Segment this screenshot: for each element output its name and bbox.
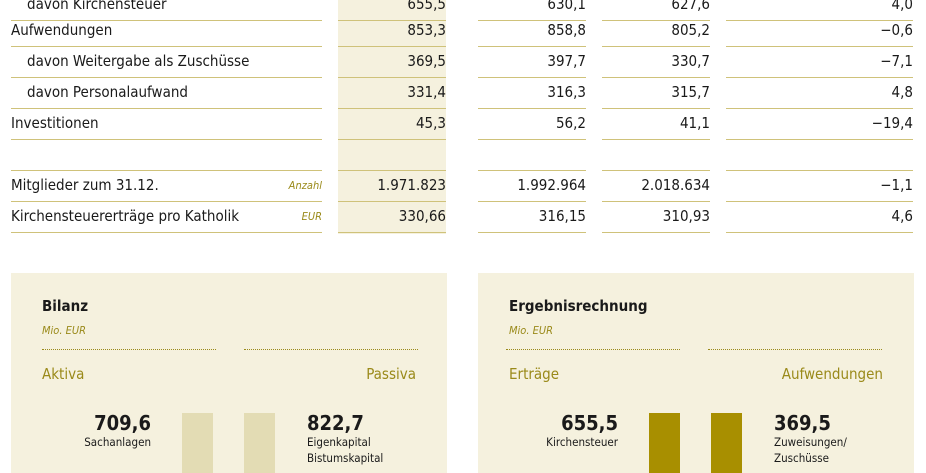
table-row-label: [11, 140, 322, 171]
ergebnis-title: Ergebnisrechnung: [509, 297, 648, 315]
table-cell-v3: 310,93: [602, 202, 710, 233]
ergebnis-divider-right: [708, 349, 882, 350]
table-cell-v2: 858,8: [478, 16, 586, 47]
table-cell-v1: 853,3: [338, 16, 446, 47]
ergebnis-right-value: 369,5: [774, 411, 831, 435]
bilanz-right-bar: [244, 413, 275, 473]
table-cell-v4: 4,6: [726, 202, 913, 233]
table-cell-v3: 330,7: [602, 47, 710, 78]
row-label-text: davon Personalaufwand: [27, 83, 188, 101]
table-row-label: Mitglieder zum 31.12. Anzahl: [11, 171, 322, 202]
table-cell-v4: −19,4: [726, 109, 913, 140]
table-cell-v3: 2.018.634: [602, 171, 710, 202]
bilanz-right-caption-line2: Bistumskapital: [307, 451, 384, 465]
ergebnis-left-value: 655,5: [561, 411, 618, 435]
highlight-column: [338, 0, 446, 234]
table-cell-v3: 627,6: [602, 0, 710, 21]
table-row-label: Investitionen: [11, 109, 322, 140]
table-cell-v2: 397,7: [478, 47, 586, 78]
row-label-text: Investitionen: [11, 114, 99, 132]
table-cell-v4: 4,0: [726, 0, 913, 21]
table-cell-v2: 316,3: [478, 78, 586, 109]
table-cell-v3: 315,7: [602, 78, 710, 109]
table-cell-v2: 316,15: [478, 202, 586, 233]
table-row-label: Aufwendungen: [11, 16, 322, 47]
table-cell-v4: −0,6: [726, 16, 913, 47]
table-cell-v4: [726, 140, 913, 171]
table-cell-v4: −7,1: [726, 47, 913, 78]
table-row-label: Kirchensteuererträge pro Katholik EUR: [11, 202, 322, 233]
bilanz-unit: Mio. EUR: [42, 324, 86, 337]
table-cell-v2: 1.992.964: [478, 171, 586, 202]
row-label-text: davon Kirchensteuer: [27, 0, 167, 13]
table-cell-v2: [478, 140, 586, 171]
table-cell-v4: −1,1: [726, 171, 913, 202]
bilanz-right-caption-line1: Eigenkapital: [307, 435, 371, 449]
ergebnis-right-bar: [711, 413, 742, 473]
ergebnis-panel: Ergebnisrechnung Mio. EUR Erträge Aufwen…: [478, 273, 914, 473]
ergebnis-right-caption: Zuweisungen/ Zuschüsse: [774, 434, 847, 466]
ergebnis-right-caption-line2: Zuschüsse: [774, 451, 829, 465]
bilanz-aktiva-label: Aktiva: [42, 365, 85, 383]
table-cell-v4: 4,8: [726, 78, 913, 109]
row-unit: EUR: [301, 210, 322, 223]
bilanz-right-caption: Eigenkapital Bistumskapital: [307, 434, 383, 466]
table-row-label: davon Personalaufwand: [11, 78, 322, 109]
row-label-text: Aufwendungen: [11, 21, 113, 39]
bilanz-left-bar: [182, 413, 213, 473]
bilanz-passiva-label: Passiva: [366, 365, 416, 383]
bilanz-divider-left: [42, 349, 216, 350]
table-cell-v1: 330,66: [338, 202, 446, 233]
ergebnis-divider-left: [506, 349, 680, 350]
table-cell-v2: 56,2: [478, 109, 586, 140]
table-cell-v3: 41,1: [602, 109, 710, 140]
row-label-text: Mitglieder zum 31.12.: [11, 176, 159, 194]
bilanz-title: Bilanz: [42, 297, 89, 315]
table-cell-v3: 805,2: [602, 16, 710, 47]
bilanz-left-caption: Sachanlagen: [84, 435, 151, 449]
table-row-label: davon Weitergabe als Zuschüsse: [11, 47, 322, 78]
table-cell-v1: [338, 140, 446, 171]
ergebnis-aufwendungen-label: Aufwendungen: [781, 365, 883, 383]
bilanz-panel: Bilanz Mio. EUR Aktiva Passiva 709,6 Sac…: [11, 273, 447, 473]
bilanz-divider-right: [244, 349, 418, 350]
row-label-text: Kirchensteuererträge pro Katholik: [11, 207, 240, 225]
table-cell-v1: 655,5: [338, 0, 446, 21]
bilanz-right-value: 822,7: [307, 411, 364, 435]
table-cell-v2: 630,1: [478, 0, 586, 21]
ergebnis-right-caption-line1: Zuweisungen/: [774, 435, 847, 449]
table-cell-v1: 331,4: [338, 78, 446, 109]
table-cell-v3: [602, 140, 710, 171]
ergebnis-unit: Mio. EUR: [509, 324, 553, 337]
row-unit: Anzahl: [288, 179, 322, 192]
ergebnis-left-bar: [649, 413, 680, 473]
ergebnis-left-caption: Kirchensteuer: [546, 435, 618, 449]
table-row-label: davon Kirchensteuer: [11, 0, 322, 21]
bilanz-left-value: 709,6: [94, 411, 151, 435]
table-cell-v1: 45,3: [338, 109, 446, 140]
row-label-text: davon Weitergabe als Zuschüsse: [27, 52, 250, 70]
ergebnis-ertraege-label: Erträge: [509, 365, 560, 383]
table-cell-v1: 369,5: [338, 47, 446, 78]
table-cell-v1: 1.971.823: [338, 171, 446, 202]
